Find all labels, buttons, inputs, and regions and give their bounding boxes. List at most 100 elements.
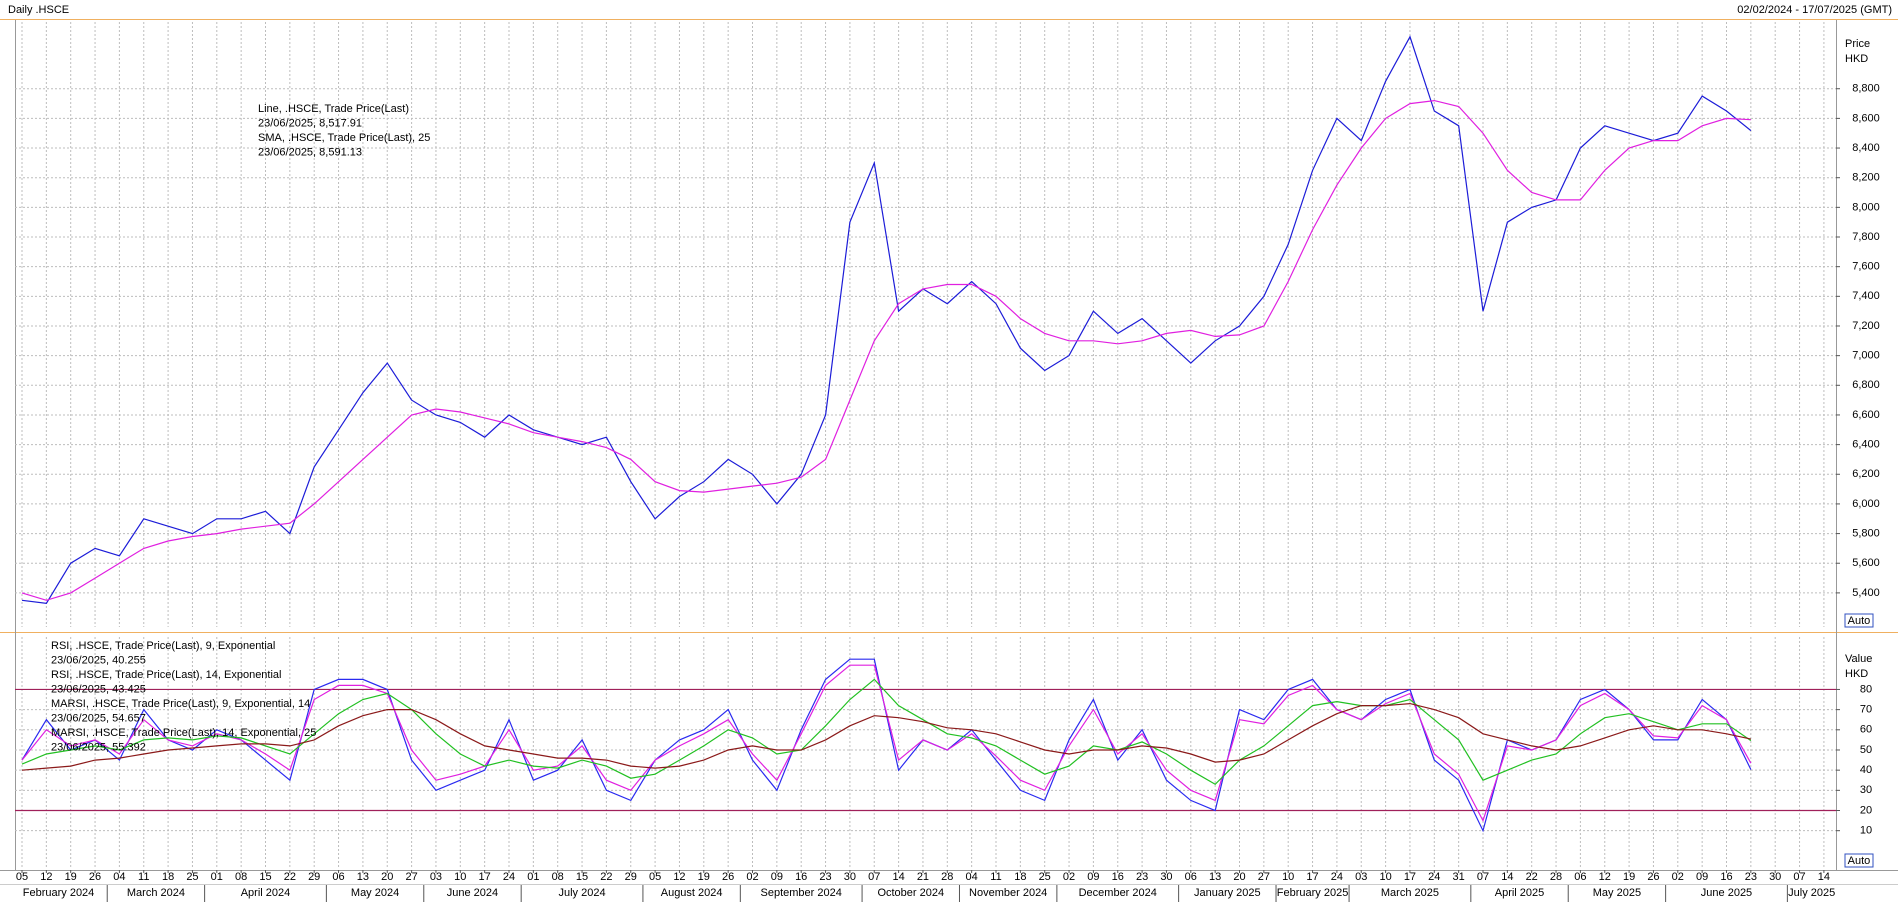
x-tick-label: 18	[162, 871, 174, 883]
x-tick-label: 05	[649, 871, 661, 883]
x-tick-label: 23	[1745, 871, 1757, 883]
x-tick-label: 03	[430, 871, 442, 883]
y-tick-label: 8,600	[1852, 112, 1880, 124]
x-tick-label: 19	[65, 871, 77, 883]
legend-detail: 23/06/2025, 43.425	[51, 683, 146, 695]
x-tick-label: 07	[1793, 871, 1805, 883]
month-label: July 2025	[1788, 887, 1835, 899]
y-tick-label: 5,800	[1852, 527, 1880, 539]
x-tick-label: 22	[1526, 871, 1538, 883]
x-tick-label: 28	[1550, 871, 1562, 883]
month-label: October 2024	[877, 887, 944, 899]
y-tick-label: 20	[1860, 804, 1872, 816]
x-tick-label: 29	[625, 871, 637, 883]
month-label: July 2024	[559, 887, 606, 899]
x-tick-label: 10	[1282, 871, 1294, 883]
month-label: February 2025	[1277, 887, 1349, 899]
month-label: May 2024	[351, 887, 399, 899]
legend-name: RSI, .HSCE, Trade Price(Last), 9, Expone…	[51, 640, 275, 652]
x-tick-label: 14	[892, 871, 904, 883]
x-tick-label: 20	[381, 871, 393, 883]
legend-detail: 23/06/2025, 55.392	[51, 741, 146, 753]
x-tick-label: 23	[1136, 871, 1148, 883]
x-tick-label: 30	[1160, 871, 1172, 883]
month-label: April 2024	[241, 887, 291, 899]
x-tick-label: 16	[795, 871, 807, 883]
x-tick-label: 05	[16, 871, 28, 883]
y-tick-label: 8,200	[1852, 172, 1880, 184]
y-axis-unit: HKD	[1845, 53, 1868, 65]
x-tick-label: 16	[1112, 871, 1124, 883]
x-tick-label: 29	[308, 871, 320, 883]
x-tick-label: 26	[89, 871, 101, 883]
y-tick-label: 8,000	[1852, 201, 1880, 213]
legend-name: Line, .HSCE, Trade Price(Last)	[258, 103, 409, 115]
x-tick-label: 16	[1720, 871, 1732, 883]
x-tick-label: 04	[113, 871, 125, 883]
month-label: May 2025	[1593, 887, 1641, 899]
y-tick-label: 7,800	[1852, 231, 1880, 243]
x-tick-label: 18	[1014, 871, 1026, 883]
legend-detail: 23/06/2025, 40.255	[51, 654, 146, 666]
legend-name: MARSI, .HSCE, Trade Price(Last), 14, Exp…	[51, 727, 316, 739]
x-tick-label: 24	[503, 871, 515, 883]
y-tick-label: 60	[1860, 724, 1872, 736]
x-tick-label: 13	[1209, 871, 1221, 883]
x-tick-label: 06	[1574, 871, 1586, 883]
x-tick-label: 12	[673, 871, 685, 883]
month-label: January 2025	[1194, 887, 1261, 899]
y-tick-label: 6,800	[1852, 379, 1880, 391]
x-tick-label: 17	[1306, 871, 1318, 883]
y-axis-title: Price	[1845, 38, 1870, 50]
x-tick-label: 01	[527, 871, 539, 883]
legend-name: MARSI, .HSCE, Trade Price(Last), 9, Expo…	[51, 698, 310, 710]
y-tick-label: 50	[1860, 744, 1872, 756]
y-tick-label: 80	[1860, 683, 1872, 695]
x-tick-label: 30	[1769, 871, 1781, 883]
date-range: 02/02/2024 - 17/07/2025 (GMT)	[1737, 4, 1892, 16]
y-tick-label: 40	[1860, 764, 1872, 776]
month-label: September 2024	[761, 887, 842, 899]
x-tick-label: 21	[917, 871, 929, 883]
y-tick-label: 6,000	[1852, 498, 1880, 510]
x-tick-label: 09	[771, 871, 783, 883]
x-tick-label: 14	[1501, 871, 1513, 883]
x-tick-label: 24	[1331, 871, 1343, 883]
x-tick-label: 11	[138, 871, 149, 883]
y-tick-label: 6,400	[1852, 439, 1880, 451]
y-tick-label: 7,400	[1852, 290, 1880, 302]
x-tick-label: 19	[698, 871, 710, 883]
x-tick-label: 23	[819, 871, 831, 883]
x-tick-label: 14	[1818, 871, 1830, 883]
x-tick-label: 12	[40, 871, 52, 883]
x-tick-label: 13	[357, 871, 369, 883]
x-tick-label: 09	[1087, 871, 1099, 883]
y-tick-label: 7,600	[1852, 261, 1880, 273]
month-label: December 2024	[1079, 887, 1157, 899]
month-label: March 2025	[1381, 887, 1439, 899]
x-tick-label: 25	[1039, 871, 1051, 883]
x-tick-label: 26	[722, 871, 734, 883]
scale-button[interactable]	[1844, 613, 1874, 628]
y-axis-title: Value	[1845, 653, 1872, 665]
x-tick-label: 04	[966, 871, 978, 883]
x-tick-label: 15	[576, 871, 588, 883]
y-tick-label: 7,200	[1852, 320, 1880, 332]
y-tick-label: 6,600	[1852, 409, 1880, 421]
scale-button[interactable]	[1844, 853, 1874, 868]
x-tick-label: 27	[405, 871, 417, 883]
x-tick-label: 28	[941, 871, 953, 883]
y-tick-label: 5,600	[1852, 557, 1880, 569]
legend-detail: 23/06/2025, 8,591.13	[258, 146, 362, 158]
x-tick-label: 07	[868, 871, 880, 883]
x-tick-label: 08	[235, 871, 247, 883]
scale-button-label[interactable]: Auto	[1848, 615, 1871, 627]
series-line	[21, 678, 1752, 786]
x-tick-label: 01	[211, 871, 223, 883]
y-tick-label: 7,000	[1852, 350, 1880, 362]
month-label: April 2025	[1495, 887, 1545, 899]
y-tick-label: 30	[1860, 784, 1872, 796]
scale-button-label[interactable]: Auto	[1848, 855, 1871, 867]
x-tick-label: 19	[1623, 871, 1635, 883]
